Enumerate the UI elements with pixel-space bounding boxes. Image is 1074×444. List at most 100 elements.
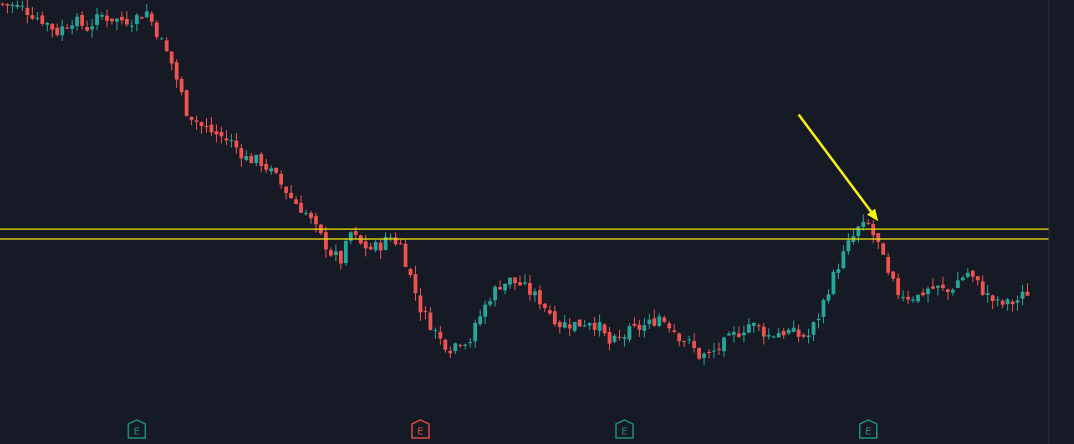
candle[interactable] xyxy=(891,270,896,282)
candle[interactable] xyxy=(791,320,796,333)
candle[interactable] xyxy=(110,18,114,25)
candle[interactable] xyxy=(458,343,463,348)
candle[interactable] xyxy=(906,290,910,305)
candle[interactable] xyxy=(677,332,682,347)
candle[interactable] xyxy=(612,333,617,344)
candle[interactable] xyxy=(552,305,557,327)
candle[interactable] xyxy=(15,0,20,9)
candle[interactable] xyxy=(946,288,950,300)
candle[interactable] xyxy=(707,348,711,359)
candle[interactable] xyxy=(687,335,692,345)
candle[interactable] xyxy=(244,150,249,162)
candle[interactable] xyxy=(154,20,159,40)
candle[interactable] xyxy=(751,321,756,333)
candle[interactable] xyxy=(722,336,726,357)
candle[interactable] xyxy=(766,328,771,340)
candle[interactable] xyxy=(846,233,851,255)
candle[interactable] xyxy=(513,277,517,290)
candle[interactable] xyxy=(602,323,607,336)
candle[interactable] xyxy=(841,245,846,270)
candle[interactable] xyxy=(876,232,881,250)
candle[interactable] xyxy=(756,323,761,332)
candle[interactable] xyxy=(383,232,388,251)
candle[interactable] xyxy=(926,286,930,303)
candle[interactable] xyxy=(508,277,512,289)
candle[interactable] xyxy=(0,2,5,7)
candle[interactable] xyxy=(821,298,826,324)
candle[interactable] xyxy=(916,294,920,304)
candle[interactable] xyxy=(488,297,493,307)
candle[interactable] xyxy=(826,289,831,304)
candle[interactable] xyxy=(642,318,647,338)
candle[interactable] xyxy=(1005,298,1010,311)
candle[interactable] xyxy=(189,116,194,126)
candle[interactable] xyxy=(941,276,945,292)
candle[interactable] xyxy=(30,6,35,21)
candle[interactable] xyxy=(234,132,239,154)
candle[interactable] xyxy=(134,13,139,32)
candle[interactable] xyxy=(866,219,871,226)
candle[interactable] xyxy=(627,323,632,343)
candle[interactable] xyxy=(100,12,104,20)
candle[interactable] xyxy=(965,268,970,279)
candle[interactable] xyxy=(592,316,597,336)
candle[interactable] xyxy=(259,152,264,173)
candle[interactable] xyxy=(746,318,751,334)
candle[interactable] xyxy=(931,278,935,290)
candle[interactable] xyxy=(652,309,657,327)
candle[interactable] xyxy=(801,333,806,339)
candle[interactable] xyxy=(836,263,841,280)
candle[interactable] xyxy=(333,244,338,262)
candle[interactable] xyxy=(224,129,229,146)
candle[interactable] xyxy=(10,2,15,13)
candle[interactable] xyxy=(851,228,856,245)
candle[interactable] xyxy=(40,11,45,26)
candle[interactable] xyxy=(413,265,418,301)
candle[interactable] xyxy=(343,238,348,266)
candle[interactable] xyxy=(358,234,363,245)
candle[interactable] xyxy=(219,126,224,144)
candle[interactable] xyxy=(985,284,990,303)
candle[interactable] xyxy=(199,121,204,134)
earnings-badge[interactable]: E xyxy=(859,419,878,439)
candle[interactable] xyxy=(955,271,960,289)
candle[interactable] xyxy=(50,23,55,38)
candle[interactable] xyxy=(831,269,836,296)
candle[interactable] xyxy=(120,11,124,25)
candle[interactable] xyxy=(35,11,40,21)
candle[interactable] xyxy=(1020,284,1025,306)
candle[interactable] xyxy=(990,294,995,310)
candle[interactable] xyxy=(806,328,811,344)
candle[interactable] xyxy=(184,89,189,117)
candle[interactable] xyxy=(871,219,876,244)
candle[interactable] xyxy=(1000,298,1005,309)
candle[interactable] xyxy=(617,329,622,341)
candle[interactable] xyxy=(294,195,298,205)
candle[interactable] xyxy=(229,133,234,148)
candle[interactable] xyxy=(662,315,667,324)
candle[interactable] xyxy=(901,290,906,302)
candle[interactable] xyxy=(786,327,791,335)
candle[interactable] xyxy=(20,0,25,11)
candle[interactable] xyxy=(264,158,269,174)
candle[interactable] xyxy=(368,242,373,251)
candle[interactable] xyxy=(468,338,473,348)
candle[interactable] xyxy=(149,11,154,27)
candle[interactable] xyxy=(811,321,816,342)
candle[interactable] xyxy=(304,209,308,216)
candle[interactable] xyxy=(398,239,403,245)
candle[interactable] xyxy=(702,352,706,365)
candle[interactable] xyxy=(324,227,328,258)
candle[interactable] xyxy=(433,327,438,339)
candle[interactable] xyxy=(732,326,736,343)
candle[interactable] xyxy=(896,273,901,300)
candle[interactable] xyxy=(970,269,975,283)
candle[interactable] xyxy=(886,252,891,276)
candle[interactable] xyxy=(697,347,701,360)
candle[interactable] xyxy=(194,115,199,130)
candle[interactable] xyxy=(567,318,572,337)
candle[interactable] xyxy=(463,343,468,350)
candle[interactable] xyxy=(95,7,99,31)
earnings-badge[interactable]: E xyxy=(615,419,634,439)
